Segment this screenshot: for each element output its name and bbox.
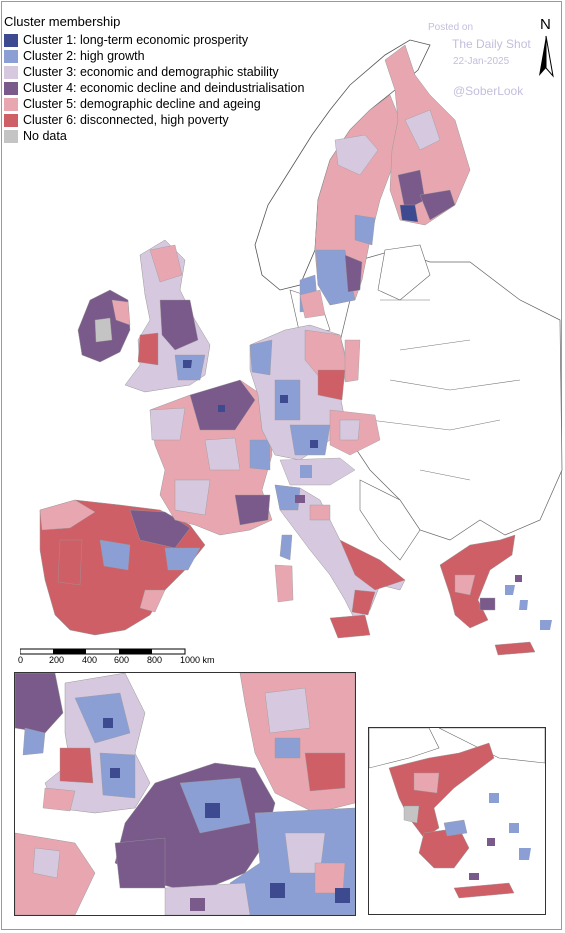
legend-item: Cluster 2: high growth <box>4 48 304 64</box>
watermark-source: The Daily Shot <box>452 37 531 51</box>
scale-tick-label: 600 <box>114 655 130 665</box>
north-label: N <box>540 16 551 33</box>
scale-tick-label: 800 <box>147 655 163 665</box>
legend-label: Cluster 2: high growth <box>23 49 145 63</box>
watermark-posted-on: Posted on <box>428 22 474 33</box>
legend: Cluster membership Cluster 1: long-term … <box>4 14 304 144</box>
scale-bar: 0 200 400 600 800 1000 km <box>12 641 215 671</box>
legend-label: Cluster 6: disconnected, high poverty <box>23 113 229 127</box>
scale-tick-label: 200 <box>49 655 65 665</box>
scale-tick-label: 400 <box>82 655 98 665</box>
legend-label: No data <box>23 129 67 143</box>
legend-swatch <box>4 97 18 111</box>
legend-label: Cluster 4: economic decline and deindust… <box>23 81 305 95</box>
scale-tick-label: 1000 km <box>180 655 215 665</box>
watermark-handle: @SoberLook <box>453 84 524 98</box>
inset-northwest-europe <box>14 672 356 916</box>
legend-label: Cluster 3: economic and demographic stab… <box>23 65 279 79</box>
legend-label: Cluster 5: demographic decline and agein… <box>23 97 261 111</box>
legend-item: Cluster 3: economic and demographic stab… <box>4 64 304 80</box>
legend-swatch <box>4 129 18 143</box>
legend-swatch <box>4 113 18 127</box>
inset-greece <box>368 727 546 915</box>
watermark-date: 22-Jan-2025 <box>453 56 510 67</box>
legend-swatch <box>4 65 18 79</box>
legend-item: Cluster 6: disconnected, high poverty <box>4 112 304 128</box>
legend-title: Cluster membership <box>4 14 121 29</box>
greece-region <box>439 534 516 629</box>
legend-swatch <box>4 81 18 95</box>
legend-item: Cluster 4: economic decline and deindust… <box>4 80 304 96</box>
scale-bar-graphic <box>20 648 186 655</box>
legend-item: Cluster 5: demographic decline and agein… <box>4 96 304 112</box>
legend-swatch <box>4 33 18 47</box>
inset-northwest-europe-map <box>15 673 355 915</box>
north-arrow: N <box>534 16 558 78</box>
north-arrow-icon <box>539 35 554 78</box>
legend-item: Cluster 1: long-term economic prosperity <box>4 32 304 48</box>
inset-greece-map <box>369 728 545 914</box>
main-map <box>39 39 563 656</box>
legend-label: Cluster 1: long-term economic prosperity <box>23 33 249 47</box>
legend-swatch <box>4 49 18 63</box>
scale-tick-label: 0 <box>18 655 24 665</box>
legend-item: No data <box>4 128 304 144</box>
